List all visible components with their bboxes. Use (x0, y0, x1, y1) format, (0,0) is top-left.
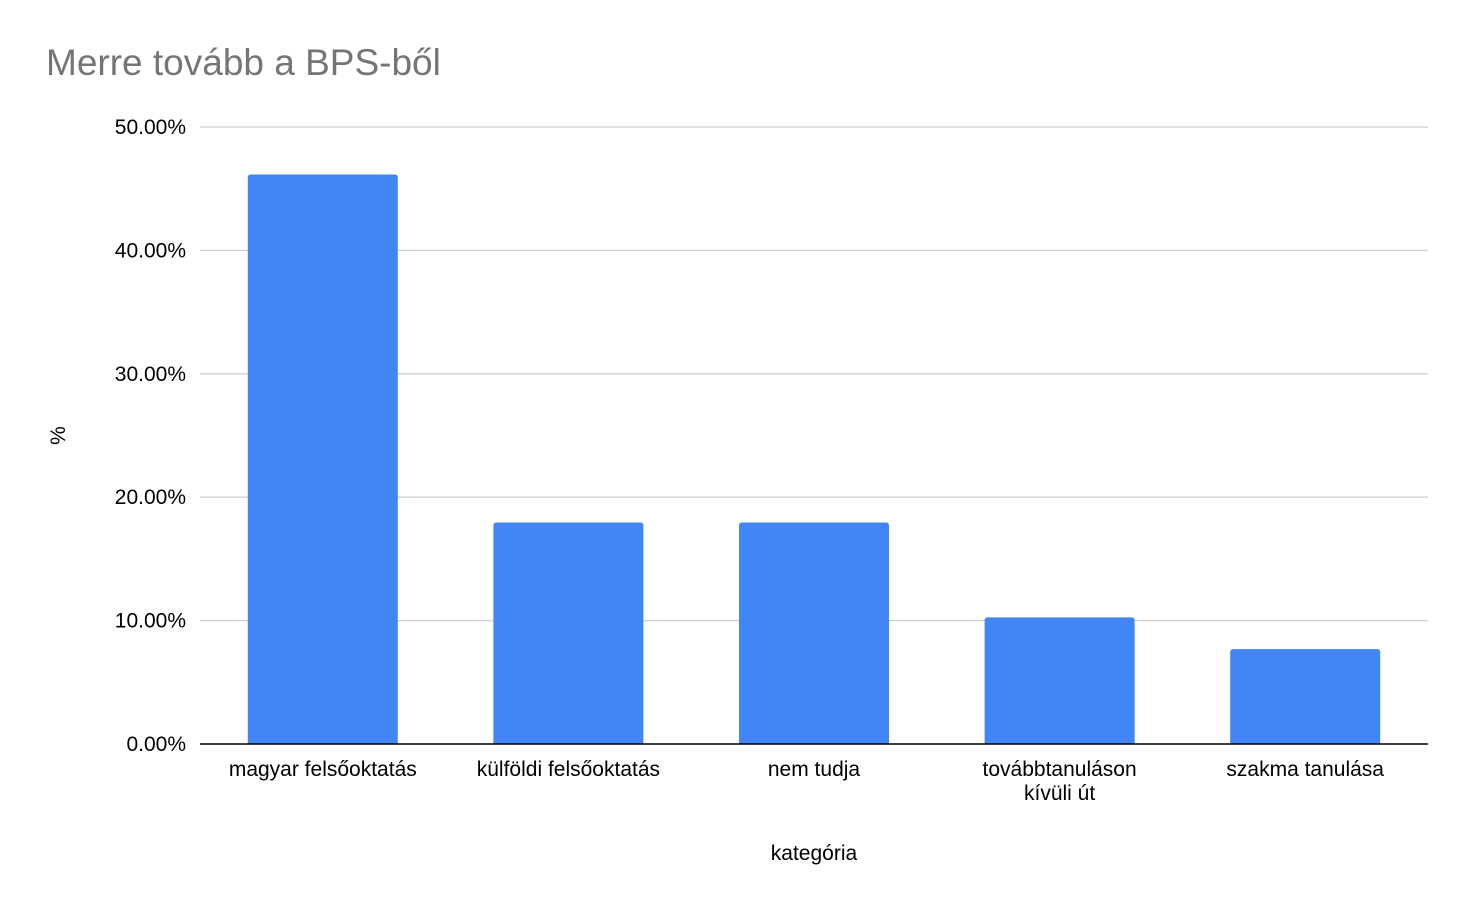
bar (247, 174, 398, 744)
bar (1230, 649, 1381, 744)
y-tick-label: 30.00% (115, 363, 186, 386)
bar (739, 522, 889, 744)
y-tick-label: 20.00% (115, 486, 186, 509)
y-tick-label: 50.00% (115, 116, 186, 139)
bar (493, 522, 644, 744)
chart-title: Merre tovább a BPS-ből (46, 42, 441, 83)
x-tick-label: magyar felsőoktatás (229, 758, 417, 781)
x-tick-label: nem tudja (768, 758, 861, 781)
x-axis-title: kategória (771, 842, 858, 865)
y-tick-label: 40.00% (115, 239, 186, 262)
x-tick-label: továbbtanuláson (983, 758, 1137, 781)
y-tick-label: 0.00% (126, 733, 186, 756)
y-tick-label: 10.00% (115, 610, 186, 633)
x-tick-label: szakma tanulása (1226, 758, 1384, 781)
x-tick-label: külföldi felsőoktatás (477, 758, 660, 781)
bar (984, 617, 1135, 744)
y-axis-title: % (47, 426, 70, 445)
x-tick-label: kívüli út (1024, 782, 1095, 805)
